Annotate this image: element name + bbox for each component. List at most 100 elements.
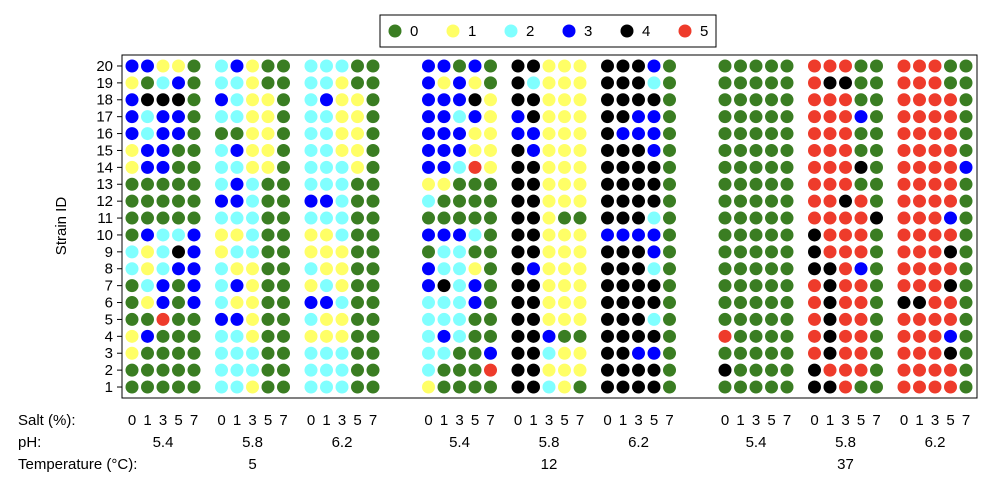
dot [823, 143, 837, 157]
dot [897, 59, 911, 73]
ph-value: 6.2 [628, 434, 649, 451]
dot [734, 76, 747, 90]
salt-tick-label: 0 [810, 412, 818, 429]
dot [261, 160, 275, 174]
dot [944, 228, 957, 242]
dot [187, 110, 201, 124]
legend-label: 1 [468, 23, 476, 40]
dot [616, 245, 630, 259]
dot [959, 194, 973, 208]
dot [437, 160, 451, 174]
dot [718, 312, 732, 326]
dot [351, 312, 364, 326]
dot [959, 59, 973, 73]
dot [230, 363, 244, 377]
dot [959, 110, 973, 124]
dot [246, 211, 259, 225]
dot [959, 127, 973, 141]
dot [437, 194, 451, 208]
dot [527, 93, 540, 107]
dot [366, 228, 380, 242]
dot [527, 245, 540, 259]
dot [663, 127, 676, 141]
dot [453, 380, 466, 394]
dot [823, 211, 837, 225]
dot [558, 127, 571, 141]
dot [215, 127, 228, 141]
salt-tick-label: 5 [857, 412, 865, 429]
salt-tick-label: 1 [826, 412, 834, 429]
dot [749, 363, 763, 377]
dot [215, 296, 228, 310]
dot [246, 76, 259, 90]
dot [215, 363, 228, 377]
dot [928, 93, 942, 107]
dot [558, 93, 571, 107]
dot [125, 329, 139, 343]
dot [573, 363, 587, 377]
dot [320, 177, 333, 191]
dot [542, 262, 556, 276]
dot [422, 160, 435, 174]
dot [453, 127, 466, 141]
dot [870, 296, 883, 310]
dot [823, 194, 837, 208]
dot [527, 143, 540, 157]
dot [647, 211, 661, 225]
dot [616, 93, 630, 107]
dot [897, 228, 911, 242]
dot [215, 93, 228, 107]
dot [734, 296, 747, 310]
dot [854, 245, 868, 259]
dot [765, 228, 778, 242]
dot [573, 194, 587, 208]
dot [511, 160, 525, 174]
dot [215, 312, 228, 326]
dot [734, 363, 747, 377]
dot [484, 110, 497, 124]
salt-tick-label: 5 [650, 412, 658, 429]
dot [511, 296, 525, 310]
salt-tick-label: 3 [752, 412, 760, 429]
dot [304, 194, 318, 208]
dot [749, 380, 763, 394]
dot [765, 76, 778, 90]
dot [897, 93, 911, 107]
dot [351, 296, 364, 310]
legend-swatch [446, 24, 460, 38]
dot [959, 296, 973, 310]
dot [366, 110, 380, 124]
dot [823, 329, 837, 343]
dot [542, 194, 556, 208]
dot [422, 346, 435, 360]
dot [422, 127, 435, 141]
dot [765, 262, 778, 276]
dot [351, 177, 364, 191]
dot [335, 329, 349, 343]
dot [511, 380, 525, 394]
dot [601, 245, 614, 259]
dot [125, 245, 139, 259]
dot [839, 228, 852, 242]
dot [215, 160, 228, 174]
salt-tick-label: 7 [486, 412, 494, 429]
dot [484, 296, 497, 310]
dot [718, 177, 732, 191]
dot [453, 211, 466, 225]
dot [187, 262, 201, 276]
dot [172, 127, 185, 141]
ph-value: 5.8 [835, 434, 856, 451]
dot [765, 346, 778, 360]
dot [484, 211, 497, 225]
dot [542, 245, 556, 259]
dot [944, 76, 957, 90]
dot [959, 329, 973, 343]
dot [366, 59, 380, 73]
salt-tick-label: 5 [353, 412, 361, 429]
dot [422, 93, 435, 107]
dot [959, 228, 973, 242]
salt-tick-label: 3 [338, 412, 346, 429]
dot [304, 228, 318, 242]
dot [141, 110, 154, 124]
dot [647, 177, 661, 191]
